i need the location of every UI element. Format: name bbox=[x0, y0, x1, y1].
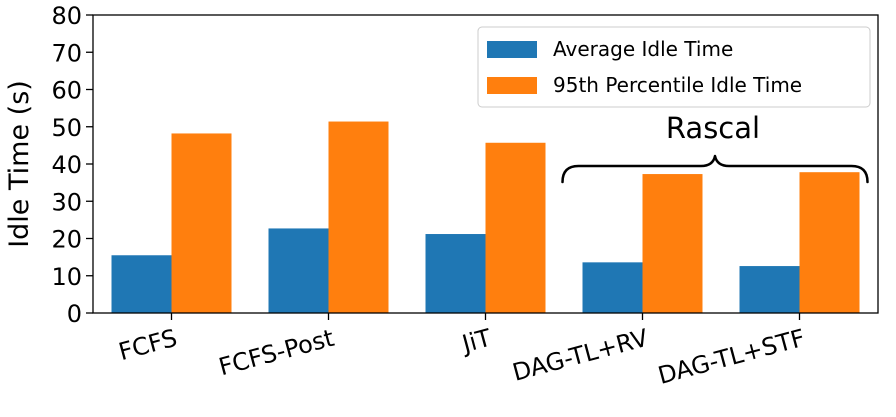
legend-swatch-average-idle-time bbox=[487, 41, 537, 58]
legend-box bbox=[477, 26, 871, 108]
y-axis-title: Idle Time (s) bbox=[4, 80, 35, 248]
x-axis: FCFS FCFS-Post JiT DAG-TL+RV DAG-TL+STF bbox=[116, 313, 808, 390]
bar-average-idle-time-jit bbox=[425, 234, 486, 313]
bar-average-idle-time-fcfs-post bbox=[268, 228, 329, 313]
bar-average-idle-time-fcfs bbox=[111, 255, 172, 313]
y-tick-label: 10 bbox=[51, 263, 82, 291]
x-tick-label-fcfs-post: FCFS-Post bbox=[216, 324, 337, 382]
y-tick-label: 30 bbox=[51, 188, 82, 216]
bar-95th-percentile-idle-time-fcfs bbox=[171, 133, 232, 313]
bar-95th-percentile-idle-time-dag-tl-stf bbox=[799, 172, 860, 313]
bars-group bbox=[111, 121, 860, 313]
legend: Average Idle Time 95th Percentile Idle T… bbox=[477, 26, 871, 108]
y-tick-label: 0 bbox=[67, 300, 82, 328]
legend-label-average-idle-time: Average Idle Time bbox=[553, 37, 733, 61]
bar-average-idle-time-dag-tl-stf bbox=[739, 266, 800, 313]
bar-95th-percentile-idle-time-fcfs-post bbox=[328, 121, 389, 313]
legend-swatch-95th-percentile-idle-time bbox=[487, 77, 537, 94]
y-tick-label: 80 bbox=[51, 2, 82, 30]
y-tick-label: 70 bbox=[51, 39, 82, 67]
bar-95th-percentile-idle-time-jit bbox=[485, 142, 546, 313]
x-tick-label-fcfs: FCFS bbox=[116, 324, 180, 366]
x-tick-label-dag-tl-stf: DAG-TL+STF bbox=[655, 324, 808, 390]
bar-95th-percentile-idle-time-dag-tl-rv bbox=[642, 174, 703, 313]
legend-label-95th-percentile-idle-time: 95th Percentile Idle Time bbox=[553, 73, 802, 97]
y-tick-label: 20 bbox=[51, 226, 82, 254]
y-tick-label: 60 bbox=[51, 77, 82, 105]
y-axis: 0 10 20 30 40 50 60 70 80 bbox=[51, 2, 93, 328]
x-tick-label-jit: JiT bbox=[457, 324, 494, 359]
rascal-brace bbox=[561, 154, 869, 184]
y-tick-label: 40 bbox=[51, 151, 82, 179]
bar-average-idle-time-dag-tl-rv bbox=[582, 262, 643, 313]
plot-frame bbox=[92, 14, 879, 314]
x-tick-label-dag-tl-rv: DAG-TL+RV bbox=[510, 324, 652, 387]
y-tick-label: 50 bbox=[51, 114, 82, 142]
rascal-annotation: Rascal bbox=[666, 111, 760, 145]
